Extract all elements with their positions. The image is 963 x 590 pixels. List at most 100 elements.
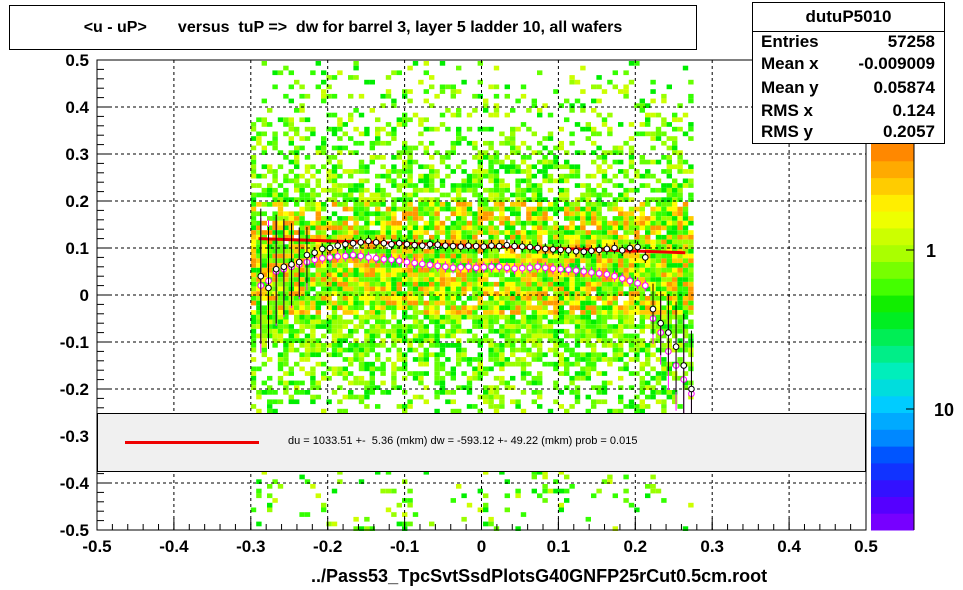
profile-black-point: [418, 242, 426, 249]
title-box: <u - uP> versus tuP => dw for barrel 3, …: [9, 5, 697, 50]
profile-magenta-point: [472, 264, 480, 272]
profile-magenta-point: [411, 259, 418, 267]
profile-magenta-point: [557, 265, 565, 273]
y-tick-label: -0.1: [60, 333, 89, 352]
profile-magenta-point: [365, 254, 372, 261]
x-tick-label: 0: [477, 537, 486, 556]
palette-cell: [871, 211, 914, 229]
profile-magenta-point: [603, 271, 611, 278]
color-palette: 1 10: [871, 144, 954, 531]
palette-cell: [871, 479, 914, 497]
profile-black-point: [534, 244, 541, 252]
x-tick-label: -0.4: [159, 537, 189, 556]
profile-magenta-point: [426, 261, 434, 269]
palette-cell: [871, 311, 914, 330]
z-tick-label: 1: [926, 241, 936, 261]
stats-value: 57258: [887, 32, 935, 51]
profile-black-point: [349, 240, 357, 247]
profile-black-point: [395, 240, 403, 247]
y-tick-label: -0.5: [60, 521, 89, 540]
palette-cell: [871, 295, 914, 313]
y-tick-label: -0.2: [60, 380, 89, 399]
stats-row-entries: Entries 57258: [761, 32, 935, 54]
profile-black-point: [611, 244, 618, 252]
profile-magenta-point: [442, 263, 449, 271]
y-tick-label: 0: [80, 286, 89, 305]
palette-cell: [871, 227, 914, 246]
profile-black-point: [688, 385, 695, 393]
palette-cell: [871, 395, 914, 413]
profile-magenta-point: [349, 251, 357, 259]
fit-result-text: du = 1033.51 +- 5.36 (mkm) dw = -593.12 …: [288, 435, 638, 447]
profile-black-point: [272, 265, 280, 273]
palette-cell: [871, 446, 914, 464]
x-tick-label: 0.2: [623, 537, 647, 556]
profile-magenta-point: [334, 253, 341, 260]
profile-black-point: [365, 237, 372, 245]
profile-black-point: [295, 258, 303, 266]
y-tick-label: 0.4: [65, 98, 89, 117]
profile-black-point: [334, 242, 341, 249]
profile-black-point: [580, 248, 588, 256]
profile-magenta-point: [534, 263, 541, 271]
profile-black-point: [411, 241, 418, 249]
profile-black-point: [680, 362, 688, 369]
profile-black-point: [511, 242, 518, 250]
stats-box: dutuP5010 Entries 57258 Mean x -0.009009…: [752, 2, 945, 144]
profile-black-point: [565, 247, 572, 254]
profile-black-point: [641, 254, 649, 261]
y-tick-label: 0.3: [65, 145, 89, 164]
palette-cell: [871, 177, 914, 195]
stats-label: RMS y: [761, 122, 813, 141]
profile-black-point: [442, 242, 449, 249]
profile-black-point: [372, 239, 380, 246]
profile-magenta-point: [326, 254, 334, 261]
profile-black-point: [503, 241, 511, 249]
profile-black-point: [495, 242, 503, 250]
profile-black-point: [319, 245, 326, 253]
profile-black-point: [526, 243, 534, 251]
profile-magenta-point: [518, 264, 526, 272]
palette-cell: [871, 328, 914, 346]
profile-magenta-point: [380, 255, 388, 263]
stats-label: Mean x: [761, 54, 819, 73]
profile-magenta-point: [595, 270, 603, 277]
stats-name: dutuP5010: [753, 3, 944, 32]
fit-legend-line: [125, 441, 259, 444]
profile-black-point: [472, 242, 480, 250]
profile-magenta-point: [319, 255, 326, 262]
profile-magenta-point: [488, 263, 495, 271]
profile-magenta-point: [618, 275, 626, 282]
axes: -0.5 -0.4 -0.3 -0.2 -0.1 0 0.1 0.2 0.3 0.4 0.5 -0.5…: [60, 51, 878, 556]
x-tick-label: -0.2: [313, 537, 342, 556]
x-tick-label: 0.4: [777, 537, 801, 556]
profile-magenta-point: [480, 263, 488, 271]
profile-black-point: [342, 240, 349, 248]
stats-row-rms-y: RMS y 0.2057: [761, 122, 935, 144]
profile-magenta-point: [342, 252, 349, 260]
palette-cell: [871, 429, 914, 447]
chart-title: <u - uP> versus tuP => dw for barrel 3, …: [83, 19, 623, 36]
profile-magenta-point: [634, 279, 641, 287]
palette-cell: [871, 345, 914, 363]
palette-cell: [871, 194, 914, 212]
profile-magenta-point: [388, 256, 395, 264]
profile-black-point: [457, 243, 465, 250]
profile-magenta-point: [457, 263, 465, 271]
profile-magenta-point: [588, 269, 595, 276]
profile-black-point: [618, 247, 626, 254]
profile-black-point: [257, 272, 265, 280]
profile-black-point: [603, 245, 611, 253]
y-tick-label: 0.1: [65, 239, 89, 258]
profile-black-point: [426, 240, 434, 248]
profile-black-point: [588, 247, 595, 255]
y-tick-label: -0.4: [60, 474, 90, 493]
stats-value: -0.009009: [858, 54, 935, 73]
profile-black-point: [542, 245, 549, 253]
profile-magenta-point: [449, 264, 457, 272]
profile-magenta-point: [372, 255, 380, 262]
stats-label: Mean y: [761, 78, 819, 97]
fit-legend: du = 1033.51 +- 5.36 (mkm) dw = -593.12 …: [97, 413, 866, 472]
palette-cell: [871, 244, 914, 262]
profile-magenta-point: [418, 260, 426, 268]
